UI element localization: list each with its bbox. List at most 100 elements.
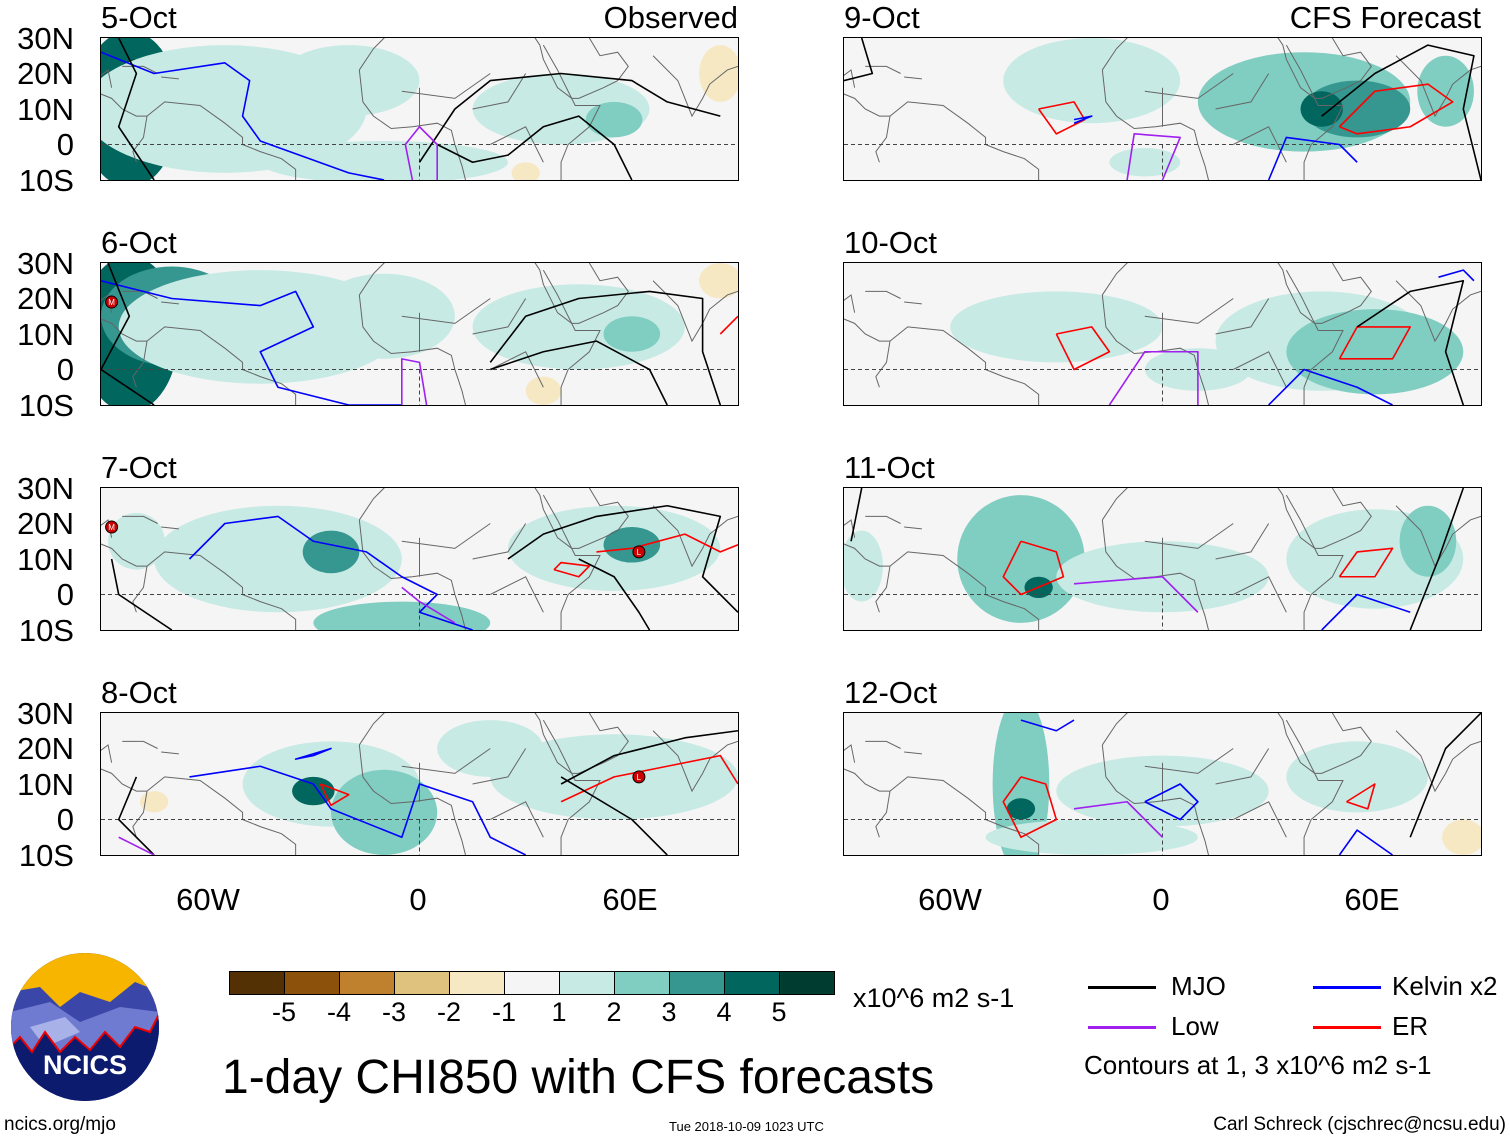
colorbar-tick-label: 1 — [551, 997, 567, 1027]
lat-label: 30N — [17, 471, 74, 506]
footer-url[interactable]: ncics.org/mjo — [4, 1114, 116, 1135]
chi850-shading — [1417, 55, 1474, 127]
panel-date: 12-Oct — [844, 675, 938, 710]
coastline — [865, 290, 901, 299]
wave-contour — [1409, 713, 1481, 838]
figure-title: 1-day CHI850 with CFS forecasts — [222, 1051, 935, 1104]
wave-contour — [401, 586, 456, 624]
coastline — [1215, 73, 1270, 110]
coastline — [401, 748, 491, 774]
map-panel-5-oct: 5-Oct Observed — [100, 0, 739, 181]
legend-low-label: Low — [1171, 1011, 1219, 1041]
coastline — [1101, 519, 1209, 630]
coastline — [472, 748, 527, 785]
coastline — [1277, 263, 1344, 405]
coastline — [472, 73, 527, 110]
coastline — [865, 65, 901, 74]
chi850-shading — [1286, 741, 1428, 813]
lat-label: 10N — [17, 767, 74, 802]
storm-marker-icon — [105, 520, 119, 534]
colorbar-swatch — [395, 972, 450, 994]
lon-label: 0 — [1152, 882, 1170, 917]
wave-contour — [404, 125, 438, 180]
coastline — [401, 298, 491, 324]
wave-contour — [560, 776, 668, 855]
chi850-shading — [699, 263, 738, 299]
coastline — [1101, 744, 1209, 855]
coastline — [472, 523, 527, 560]
coastline — [904, 751, 922, 755]
panel-date: 5-Oct — [101, 0, 177, 35]
coastline — [534, 263, 601, 405]
coastline — [1144, 523, 1234, 549]
panel-date: 11-Oct — [844, 450, 935, 485]
chi850-shading — [313, 601, 491, 630]
colorbar-swatch — [780, 972, 834, 994]
wave-contour — [507, 504, 738, 613]
wave-contour — [578, 558, 651, 630]
lat-label: 30N — [17, 246, 74, 281]
coastline — [1285, 263, 1372, 324]
lat-label: 30N — [17, 21, 74, 56]
chi850-shading — [985, 819, 1198, 855]
legend-kelvin-label: Kelvin x2 — [1392, 971, 1498, 1001]
coastline — [652, 280, 738, 343]
coastline — [358, 38, 385, 71]
coastline — [1101, 38, 1128, 71]
coastline — [490, 126, 544, 163]
coastline — [101, 543, 148, 567]
coastline — [1233, 576, 1287, 613]
legend-kelvin-line — [1313, 986, 1381, 989]
map-canvas: L — [101, 713, 738, 855]
panel-date: 9-Oct — [844, 0, 920, 35]
storm-marker-symbol: L — [637, 548, 642, 557]
colorbar-swatch — [560, 972, 615, 994]
wave-contour — [188, 515, 473, 630]
coastline — [132, 551, 297, 630]
colorbar-tick-label: -1 — [491, 997, 516, 1027]
coastline — [122, 740, 158, 749]
chi850-shading — [603, 527, 661, 563]
chi850-shading — [331, 769, 438, 855]
coastline — [1144, 73, 1234, 99]
lat-label: 30N — [17, 696, 74, 731]
chi850-shading — [277, 45, 420, 117]
wave-contour — [1002, 776, 1058, 839]
colorbar-tick-label: -4 — [326, 997, 351, 1027]
wave-contour — [844, 38, 874, 82]
coastline — [652, 55, 738, 118]
colorbar-tick-label: -2 — [436, 997, 461, 1027]
wave-contour — [1268, 368, 1393, 405]
coastline — [534, 713, 601, 855]
wave-contour — [319, 783, 350, 807]
lon-label: 0 — [409, 882, 427, 917]
colorbar-swatch — [615, 972, 670, 994]
coastline — [875, 776, 1040, 855]
coastline — [904, 76, 922, 80]
chi850-shading — [108, 512, 165, 570]
lat-label: 20N — [17, 731, 74, 766]
legend-mjo-line — [1088, 986, 1156, 989]
lat-label: 10N — [17, 542, 74, 577]
panel-source-label: Observed — [603, 0, 738, 35]
wave-contour — [294, 747, 332, 760]
lat-label: 10S — [18, 388, 74, 423]
storm-marker-symbol: L — [637, 773, 642, 782]
chi850-shading — [139, 791, 169, 813]
wave-contour — [418, 72, 721, 163]
coastline — [101, 69, 113, 88]
lat-label: 10N — [17, 92, 74, 127]
colorbar — [229, 971, 835, 995]
map-canvas: ML — [101, 488, 738, 630]
wave-contour — [189, 765, 527, 855]
coastline — [865, 740, 901, 749]
coastline — [1285, 38, 1372, 99]
colorbar-swatch — [505, 972, 560, 994]
chi850-shading — [260, 140, 508, 180]
coastline — [490, 801, 544, 838]
wave-contour — [1073, 115, 1093, 124]
chi850-shading — [699, 45, 738, 102]
chi850-shading — [1442, 819, 1481, 855]
lon-label: 60E — [602, 882, 658, 917]
wave-contour — [101, 279, 402, 405]
